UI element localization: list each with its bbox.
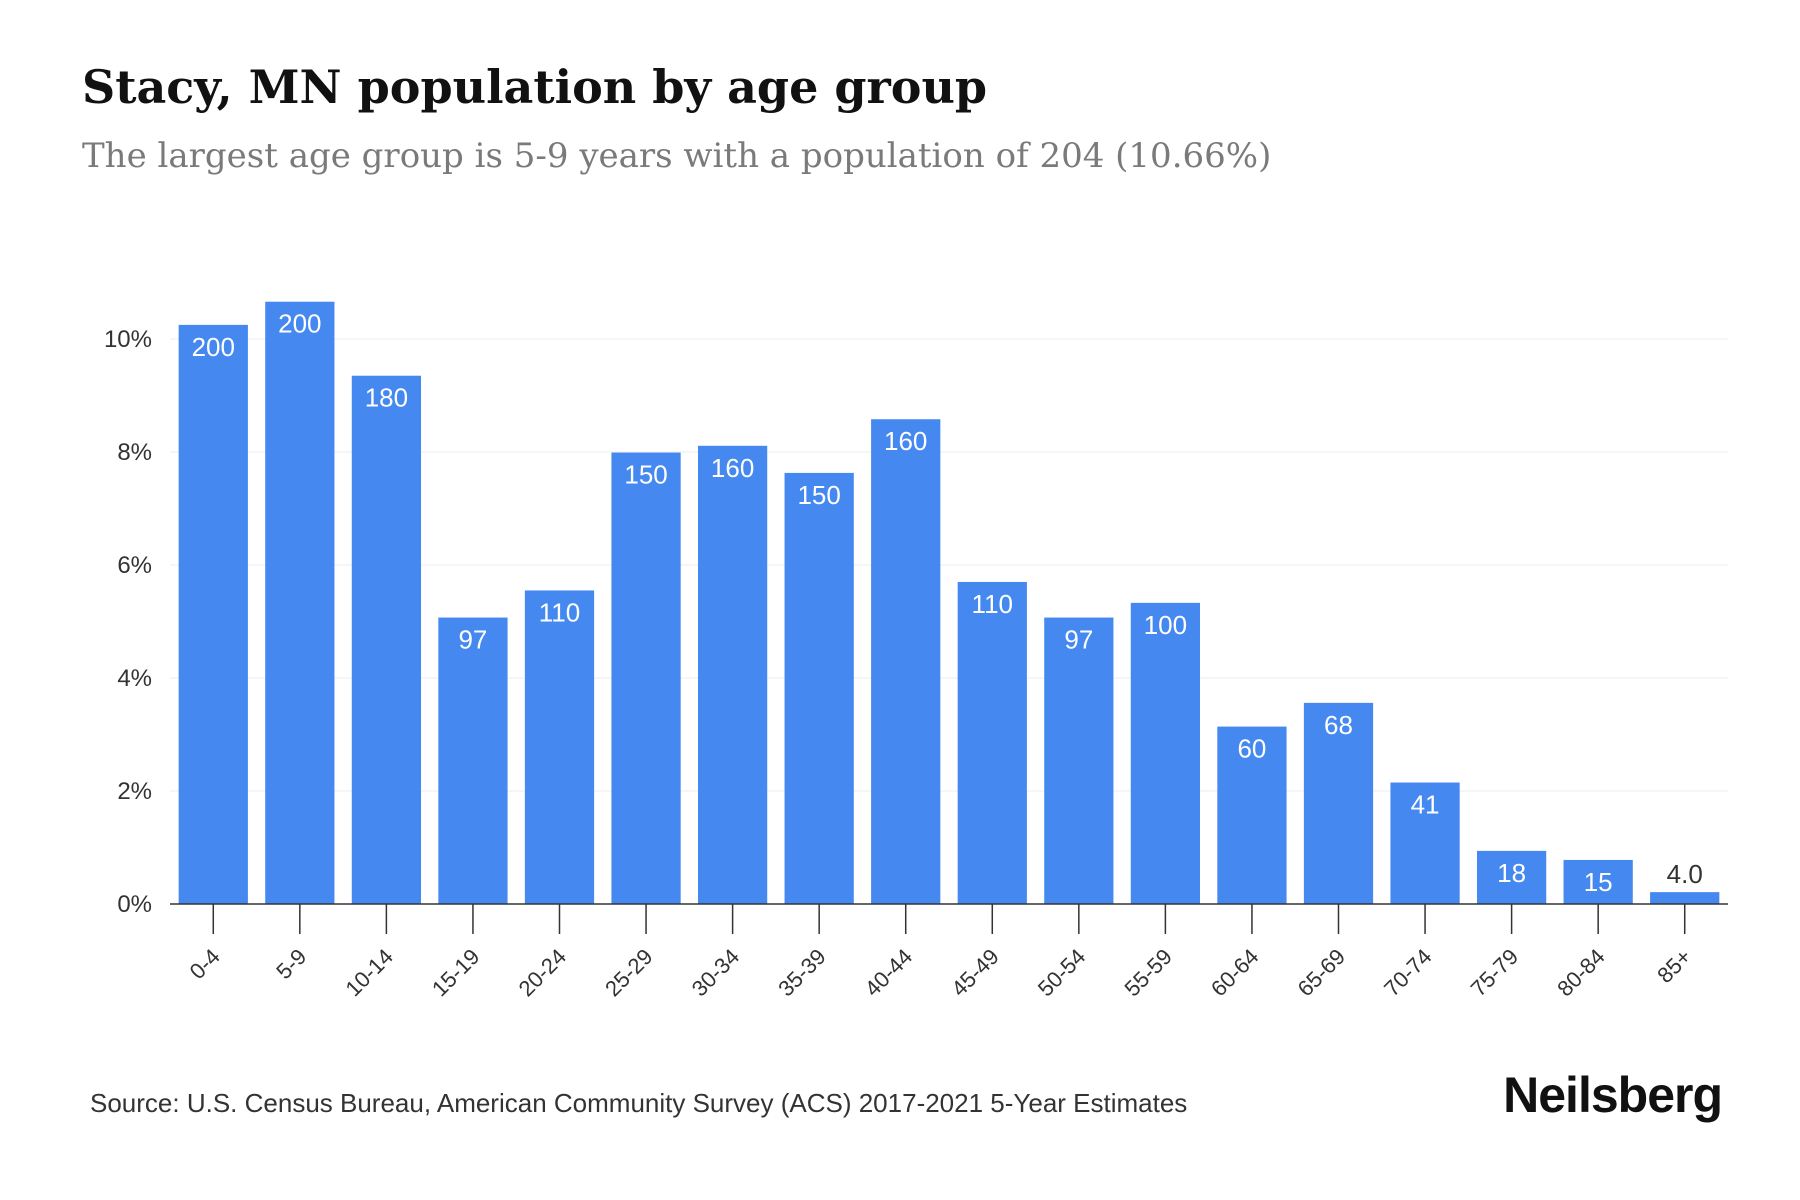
brand-logo: Neilsberg xyxy=(1503,1067,1723,1123)
bar xyxy=(178,324,248,904)
data-label: 18 xyxy=(1497,858,1526,888)
x-tick-label: 70-74 xyxy=(1379,944,1436,1001)
data-label: 200 xyxy=(192,332,235,362)
bar xyxy=(265,301,335,905)
bar xyxy=(1650,892,1720,904)
data-label: 180 xyxy=(365,383,408,413)
x-tick-label: 85+ xyxy=(1652,944,1696,988)
y-tick-label: 8% xyxy=(117,439,152,466)
bar xyxy=(351,375,422,905)
y-tick-label: 4% xyxy=(117,665,152,692)
x-tick-label: 50-54 xyxy=(1033,944,1090,1001)
bar xyxy=(1130,602,1201,904)
data-label: 110 xyxy=(972,589,1013,619)
x-tick-label: 65-69 xyxy=(1293,944,1350,1001)
x-tick-label: 55-59 xyxy=(1119,944,1176,1001)
bar xyxy=(1563,859,1633,904)
data-label: 60 xyxy=(1237,734,1266,764)
data-label: 97 xyxy=(1064,625,1093,655)
x-tick-label: 35-39 xyxy=(773,944,830,1001)
data-label: 97 xyxy=(458,625,487,655)
x-tick-label: 25-29 xyxy=(600,944,657,1001)
bar xyxy=(784,472,854,904)
bar xyxy=(1476,850,1547,904)
x-tick-label: 80-84 xyxy=(1552,944,1609,1001)
chart-subtitle: The largest age group is 5-9 years with … xyxy=(82,136,1272,176)
bar xyxy=(1303,702,1374,904)
y-tick-label: 2% xyxy=(117,778,152,805)
y-tick-label: 10% xyxy=(104,326,152,353)
bar xyxy=(1044,617,1114,904)
x-tick-label: 5-9 xyxy=(271,944,311,984)
chart-title: Stacy, MN population by age group xyxy=(82,60,988,114)
x-tick-label: 60-64 xyxy=(1206,944,1263,1001)
data-label: 41 xyxy=(1411,790,1440,820)
x-tick-label: 45-49 xyxy=(946,944,1003,1001)
y-tick-label: 6% xyxy=(117,552,152,579)
data-label: 160 xyxy=(711,453,754,483)
bar xyxy=(524,590,595,904)
y-tick-label: 0% xyxy=(117,891,152,918)
x-tick-label: 40-44 xyxy=(860,944,917,1001)
bar xyxy=(697,445,768,904)
x-tick-label: 0-4 xyxy=(185,944,225,984)
data-label: 150 xyxy=(797,480,840,510)
data-label: 160 xyxy=(884,426,927,456)
x-tick-label: 15-19 xyxy=(427,944,484,1001)
x-tick-label: 10-14 xyxy=(340,944,397,1001)
bar xyxy=(438,617,508,904)
bar xyxy=(871,419,941,904)
data-label: 100 xyxy=(1144,610,1187,640)
data-label: 68 xyxy=(1324,710,1353,740)
x-tick-label: 30-34 xyxy=(687,944,744,1001)
x-tick-label: 75-79 xyxy=(1466,944,1523,1001)
x-tick-label: 20-24 xyxy=(514,944,571,1001)
bar xyxy=(1217,726,1287,904)
bar xyxy=(611,452,681,904)
source-note: Source: U.S. Census Bureau, American Com… xyxy=(90,1088,1188,1118)
data-label: 200 xyxy=(278,309,321,339)
data-label: 15 xyxy=(1584,867,1613,897)
data-label: 4.0 xyxy=(1667,859,1703,889)
data-label: 150 xyxy=(624,460,667,490)
bar xyxy=(1390,782,1460,904)
bar xyxy=(957,581,1027,904)
data-label: 110 xyxy=(539,597,580,627)
